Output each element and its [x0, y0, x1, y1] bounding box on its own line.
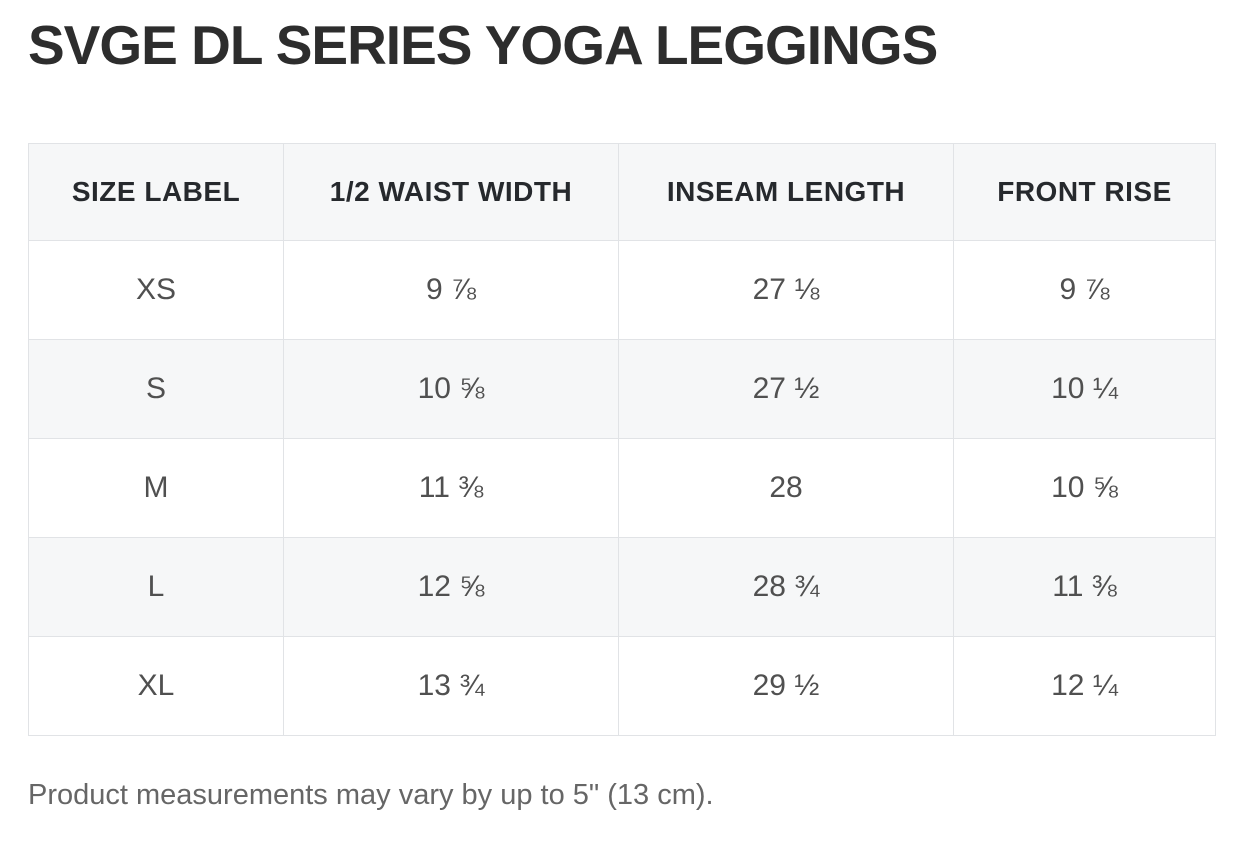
size-label-cell: S	[28, 339, 284, 439]
front-rise-cell: 11 ⅜	[953, 537, 1216, 637]
table-header-row: SIZE LABEL 1/2 WAIST WIDTH INSEAM LENGTH…	[28, 143, 1216, 241]
page-title: SVGE DL SERIES YOGA LEGGINGS	[28, 14, 938, 76]
waist-width-cell: 13 ¾	[283, 636, 619, 736]
size-guide-page: SVGE DL SERIES YOGA LEGGINGS SIZE LABEL …	[0, 14, 1256, 862]
table-row-s: S 10 ⅝ 27 ½ 10 ¼	[28, 339, 1216, 439]
waist-width-cell: 10 ⅝	[283, 339, 619, 439]
size-label-cell: XS	[28, 240, 284, 340]
table-row-m: M 11 ⅜ 28 10 ⅝	[28, 438, 1216, 538]
measurement-tolerance-note: Product measurements may vary by up to 5…	[28, 779, 714, 811]
column-header-size-label: SIZE LABEL	[28, 143, 284, 241]
column-header-front-rise: FRONT RISE	[953, 143, 1216, 241]
front-rise-cell: 9 ⅞	[953, 240, 1216, 340]
waist-width-cell: 11 ⅜	[283, 438, 619, 538]
size-label-cell: L	[28, 537, 284, 637]
table-row-l: L 12 ⅝ 28 ¾ 11 ⅜	[28, 537, 1216, 637]
column-header-inseam-length: INSEAM LENGTH	[618, 143, 954, 241]
size-label-cell: XL	[28, 636, 284, 736]
inseam-cell: 28	[618, 438, 954, 538]
column-header-half-waist-width: 1/2 WAIST WIDTH	[283, 143, 619, 241]
table-row-xs: XS 9 ⅞ 27 ⅛ 9 ⅞	[28, 240, 1216, 340]
waist-width-cell: 12 ⅝	[283, 537, 619, 637]
size-chart-table: SIZE LABEL 1/2 WAIST WIDTH INSEAM LENGTH…	[28, 143, 1216, 736]
waist-width-cell: 9 ⅞	[283, 240, 619, 340]
inseam-cell: 27 ⅛	[618, 240, 954, 340]
front-rise-cell: 10 ¼	[953, 339, 1216, 439]
inseam-cell: 28 ¾	[618, 537, 954, 637]
front-rise-cell: 10 ⅝	[953, 438, 1216, 538]
size-label-cell: M	[28, 438, 284, 538]
inseam-cell: 27 ½	[618, 339, 954, 439]
front-rise-cell: 12 ¼	[953, 636, 1216, 736]
table-row-xl: XL 13 ¾ 29 ½ 12 ¼	[28, 636, 1216, 736]
inseam-cell: 29 ½	[618, 636, 954, 736]
